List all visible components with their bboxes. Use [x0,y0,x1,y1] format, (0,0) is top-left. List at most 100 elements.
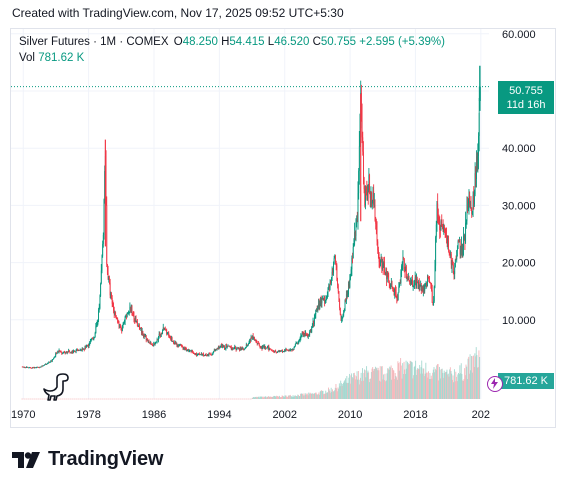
candle-body [179,344,181,346]
volume-bar [355,379,357,399]
candle-body [277,351,279,353]
candle-body [325,299,327,301]
chart-plot[interactable]: 10.00020.00030.00040.00050.00060.0001970… [11,29,556,428]
volume-bar [383,380,385,399]
candle-body [168,335,170,337]
candle-body [434,265,436,287]
candle-body [281,350,283,352]
volume-bar [381,366,383,399]
candle-body [115,312,117,317]
candle-body [439,230,441,231]
volume-bar [327,392,329,399]
volume-bar [464,368,466,399]
legend-high-label: H [221,36,230,48]
volume-bar [411,361,412,399]
volume-bar [427,377,429,399]
candle-body [160,333,162,337]
volume-bar [266,397,267,399]
candle-body [204,355,206,357]
candle-body [81,349,82,351]
candle-body [463,235,464,248]
candle-body [402,258,404,263]
volume-bar [362,380,364,399]
volume-bar [326,392,328,399]
candle-body [54,356,56,358]
volume-bar [473,366,475,399]
candle-body [294,343,296,346]
candle-body [418,282,420,288]
legend-open-label: O [173,36,183,48]
candle-body [122,324,124,328]
volume-bar [406,368,408,399]
candle-body [68,350,70,353]
volume-bar [304,393,306,399]
candle-body [175,343,177,345]
volume-bar [429,372,431,399]
candle-body [297,342,299,344]
candle-body [358,170,360,194]
candle-body [289,349,291,351]
legend-close-value: 50.755 [320,36,357,48]
candle-body [259,345,261,347]
candle-body [23,366,25,368]
volume-bar [320,390,322,399]
candle-body [343,310,345,315]
legend-change-value: +2.595 (+5.39%) [359,36,445,48]
candle-body [113,306,114,311]
candle-body [199,353,201,355]
candle-body [63,351,65,353]
candle-body [241,348,243,351]
candle-body [153,343,155,346]
legend-symbol[interactable]: Silver Futures · 1M · COMEX [19,36,169,48]
volume-bar [300,393,301,399]
chart-panel[interactable]: 10.00020.00030.00040.00050.00060.0001970… [10,28,556,428]
volume-bar [422,368,424,399]
candle-body [435,224,437,238]
candle-body [333,258,335,264]
volume-bar [285,395,287,399]
volume-bar [413,375,415,399]
candle-body [258,343,260,344]
volume-bar [353,373,355,399]
candle-body [365,193,367,195]
candle-body [312,321,314,326]
candle-body [69,352,71,353]
candle-body [222,345,223,347]
candle-body [30,367,32,369]
candle-body [448,241,450,251]
volume-bar [389,367,391,399]
candle-body [157,339,159,341]
candle-body [39,366,41,368]
volume-bar [323,394,325,399]
candle-body [170,337,172,341]
candle-body [466,206,468,222]
volume-bar [333,391,335,399]
volume-bar [417,368,419,399]
volume-bar [302,393,304,399]
candle-body [99,295,101,309]
candle-body [203,355,205,357]
volume-bar [448,376,450,399]
volume-bar [274,395,276,399]
flash-icon[interactable] [487,376,503,392]
candle-body [429,280,430,283]
volume-bar [426,372,427,399]
volume-bar [271,396,273,399]
volume-bar [449,367,451,399]
volume-bar [385,381,387,399]
candle-body [48,362,50,363]
candle-body [77,349,78,351]
candle-body [242,348,244,350]
volume-bar [288,395,290,399]
volume-bar [437,363,439,399]
candle-body [214,349,216,351]
volume-bar [330,387,332,399]
candle-body [173,343,175,344]
candle-body [162,327,164,330]
volume-bar [266,396,268,399]
candle-body [151,344,153,346]
candle-body [365,193,366,206]
candle-body [433,301,435,306]
candle-body [124,316,126,322]
candle-body [406,276,408,278]
